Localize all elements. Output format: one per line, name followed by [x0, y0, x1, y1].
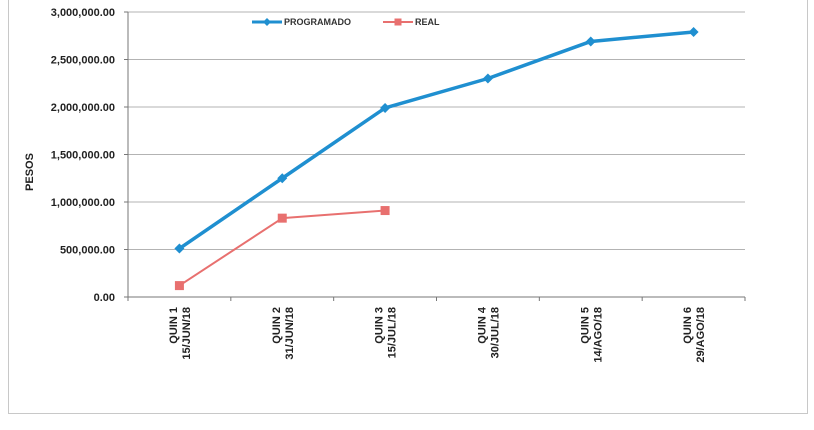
- data-point-real: [174, 281, 184, 291]
- data-point-real: [277, 213, 287, 223]
- legend: PROGRAMADO REAL: [252, 17, 440, 27]
- x-tick-label-group: QUIN 5 14/AGO/18: [579, 307, 604, 363]
- axes: [124, 11, 746, 301]
- x-tick-label: 15/JUN/18: [181, 307, 193, 360]
- x-tick-label: 29/AGO/18: [695, 307, 707, 363]
- legend-marker-real: [394, 18, 402, 26]
- y-tick-label: 2,000,000.00: [51, 102, 115, 114]
- data-point-programado: [380, 102, 391, 113]
- data-point-programado: [688, 26, 699, 37]
- legend-label-programado: PROGRAMADO: [284, 17, 351, 27]
- gridlines: [128, 11, 745, 250]
- x-tick-label-group: QUIN 3 15/JUL/18: [374, 307, 399, 358]
- x-tick-label: 31/JUN/18: [284, 307, 296, 360]
- data-point-programado: [277, 173, 288, 184]
- x-tick-label-group: QUIN 4 30/JUL/18: [476, 306, 501, 358]
- y-tick-label: 500,000.00: [60, 245, 115, 257]
- x-tick-label: QUIN 4: [476, 306, 488, 344]
- y-tick-label: 3,000,000.00: [51, 7, 115, 19]
- x-tick-label: QUIN 3: [374, 307, 386, 344]
- data-point-programado: [482, 73, 493, 84]
- chart-frame: [8, 0, 808, 414]
- data-point-programado: [174, 243, 185, 254]
- data-series: [174, 26, 699, 291]
- y-tick-label: 2,500,000.00: [51, 55, 115, 67]
- x-tick-label: 14/AGO/18: [592, 307, 604, 363]
- y-tick-label: 1,500,000.00: [51, 150, 115, 162]
- x-tick-label-group: QUIN 1 15/JUN/18: [168, 307, 193, 360]
- series-line-programado: [178, 30, 694, 250]
- x-tick-label: QUIN 5: [579, 307, 591, 344]
- x-tick-label: QUIN 2: [271, 307, 283, 344]
- data-point-programado: [585, 36, 596, 47]
- x-tick-label: 30/JUL/18: [489, 307, 501, 358]
- legend-marker-programado: [263, 18, 271, 26]
- y-tick-label: 1,000,000.00: [51, 197, 115, 209]
- x-tick-label-group: QUIN 2 31/JUN/18: [271, 307, 296, 360]
- legend-label-real: REAL: [415, 17, 440, 27]
- data-point-real: [380, 206, 390, 216]
- x-tick-label-group: QUIN 6 29/AGO/18: [682, 307, 707, 363]
- x-tick-label: QUIN 6: [682, 307, 694, 344]
- y-axis-tick-labels: 0.00 500,000.00 1,000,000.00 1,500,000.00 2,…: [51, 7, 115, 304]
- x-tick-label: 15/JUL/18: [387, 307, 399, 358]
- y-tick-label: 0.00: [94, 292, 115, 304]
- y-axis-title: PESOS: [24, 153, 36, 191]
- x-axis-tick-labels: QUIN 1 15/JUN/18 QUIN 2 31/JUN/18 QUIN 3 15/J…: [168, 306, 707, 363]
- x-tick-label: QUIN 1: [168, 307, 180, 344]
